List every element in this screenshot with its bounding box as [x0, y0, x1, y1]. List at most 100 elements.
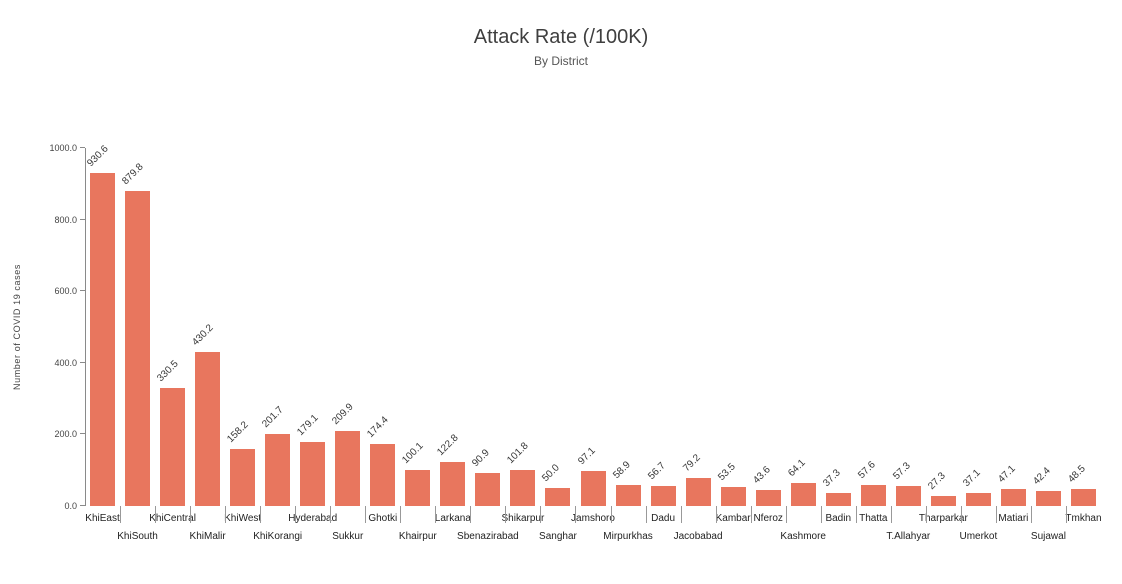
bar-value-label: 53.5: [715, 461, 738, 483]
x-tick-mark: [715, 506, 717, 523]
bar-thatta[interactable]: [860, 485, 886, 506]
bar-value-label: 101.8: [505, 440, 532, 466]
x-tick-mark: [400, 506, 402, 523]
x-tick-mark: [1065, 506, 1067, 523]
bar-umerkot[interactable]: [965, 492, 991, 506]
x-tick-mark: [435, 506, 437, 523]
bar-value-label: 90.9: [470, 447, 493, 470]
bar-tmkhan[interactable]: [1070, 488, 1096, 506]
x-tick-mark: [575, 506, 577, 523]
x-axis-label: Sujawal: [1030, 531, 1066, 542]
bar-sbenazirabad[interactable]: [475, 473, 501, 506]
x-tick-mark: [995, 506, 997, 523]
bar-mirpurkhas[interactable]: [615, 484, 641, 506]
bar-value-label: 42.4: [1031, 465, 1053, 487]
x-tick-mark: [365, 506, 367, 523]
x-tick-mark: [610, 506, 612, 523]
x-tick-mark: [960, 506, 962, 523]
bar-chart: 0.0 200.0 400.0 600.0 800.0 1000.0 930.6 KhiEas…: [49, 143, 1101, 542]
bar-sanghar[interactable]: [545, 488, 571, 506]
bar-dadu[interactable]: [650, 485, 676, 506]
y-tick-label: 400.0: [54, 357, 77, 368]
x-tick-mark: [120, 506, 122, 523]
y-tick-mark: [80, 505, 85, 506]
x-axis-label: Khairpur: [398, 531, 437, 542]
bar-khicentral[interactable]: [160, 387, 186, 506]
x-tick-mark: [925, 506, 927, 523]
x-tick-mark: [890, 506, 892, 523]
bar-jamshoro[interactable]: [580, 471, 606, 506]
x-axis-label: Kambar: [715, 513, 751, 524]
y-tick-mark: [80, 147, 85, 148]
bar-khieast[interactable]: [90, 172, 116, 506]
bar-value-label: 43.6: [750, 464, 773, 487]
bar-khairpur[interactable]: [405, 470, 431, 506]
y-axis-label: Number of COVID 19 cases: [12, 264, 22, 390]
bar-value-label: 158.2: [225, 419, 251, 446]
x-axis-label: Tharparkar: [918, 513, 968, 524]
chart-subtitle: By District: [534, 54, 588, 68]
y-tick-mark: [80, 290, 85, 292]
bar-hyderabad[interactable]: [300, 441, 326, 506]
y-tick-label: 800.0: [54, 214, 77, 225]
bar-value-label: 48.5: [1066, 463, 1088, 485]
x-axis-label: T.Allahyar: [886, 531, 931, 542]
bar-khiwest[interactable]: [230, 449, 256, 506]
bar-khimalir[interactable]: [195, 352, 221, 506]
x-tick-mark: [750, 506, 752, 523]
x-axis-label: KhiKorangi: [253, 531, 303, 542]
bar-value-label: 179.1: [295, 412, 321, 438]
x-tick-mark: [680, 506, 682, 523]
chart-title: Attack Rate (/100K): [473, 26, 649, 48]
x-tick-mark: [505, 506, 507, 523]
bar-kambar[interactable]: [720, 486, 746, 506]
y-tick-mark: [80, 361, 85, 363]
bar-value-label: 50.0: [540, 462, 563, 485]
x-tick-mark: [855, 506, 857, 523]
bar-value-label: 37.3: [820, 467, 843, 489]
x-axis-label: Jamshoro: [571, 513, 615, 524]
x-axis-label: Thatta: [859, 513, 888, 524]
bar-value-label: 57.3: [891, 459, 913, 482]
bar-sukkur[interactable]: [335, 430, 361, 506]
x-axis-label: Ghotki: [368, 513, 398, 524]
bar-badin[interactable]: [825, 492, 851, 506]
x-tick-mark: [260, 506, 262, 523]
bar-value-label: 122.8: [435, 432, 462, 459]
bar-jacobabad[interactable]: [685, 477, 711, 506]
x-tick-mark: [155, 506, 157, 523]
x-tick-mark: [540, 506, 542, 523]
bar-kashmore[interactable]: [790, 483, 816, 506]
bar-value-label: 201.7: [260, 404, 286, 430]
x-tick-mark: [1030, 506, 1032, 523]
bar-sujawal[interactable]: [1035, 490, 1061, 506]
bar-khikorangi[interactable]: [265, 433, 291, 506]
bar-value-label: 930.6: [85, 143, 111, 169]
y-tick-mark: [80, 218, 85, 220]
x-axis-label: Tmkhan: [1065, 513, 1102, 524]
bar-t.allahyar[interactable]: [895, 485, 921, 506]
bar-value-label: 209.9: [330, 401, 356, 427]
y-tick-label: 200.0: [54, 429, 77, 440]
bar-nferoz[interactable]: [755, 490, 781, 506]
x-tick-mark: [820, 506, 822, 523]
bar-value-label: 37.1: [961, 467, 983, 489]
x-tick-mark: [225, 506, 227, 523]
bar-khisouth[interactable]: [125, 191, 151, 506]
bar-ghotki[interactable]: [370, 443, 396, 506]
bar-tharparkar[interactable]: [930, 496, 956, 506]
bar-shikarpur[interactable]: [510, 469, 536, 506]
x-axis-label: Sanghar: [539, 531, 577, 542]
x-axis-label: Jacobabad: [673, 531, 723, 542]
bar-value-label: 57.6: [855, 459, 878, 482]
bar-matiari[interactable]: [1000, 489, 1026, 506]
bar-value-label: 174.4: [365, 414, 391, 440]
bar-larkana[interactable]: [440, 462, 466, 506]
x-axis-label: Larkana: [434, 513, 471, 524]
x-tick-mark: [330, 506, 332, 523]
x-axis-label: Hyderabad: [288, 513, 338, 524]
x-axis-label: Nferoz: [753, 513, 783, 524]
bar-value-label: 330.5: [155, 358, 181, 384]
x-axis-label: KhiSouth: [117, 531, 158, 542]
x-tick-mark: [785, 506, 787, 523]
